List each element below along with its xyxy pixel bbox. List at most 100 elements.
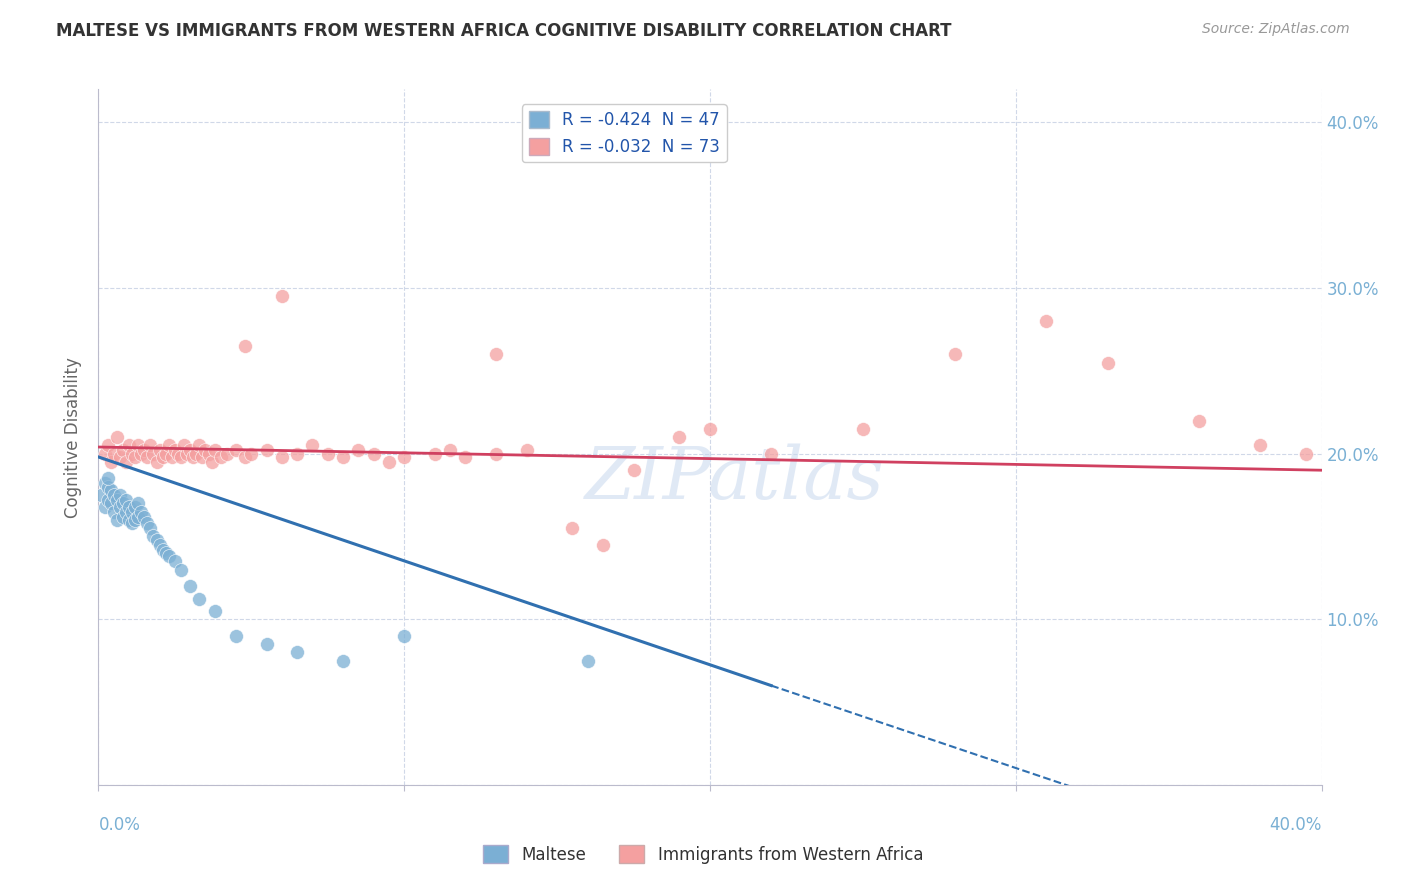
Point (233, 339, 256, 353)
Point (592, 538, 614, 552)
Point (108, 488, 131, 502)
Point (623, 463, 645, 477)
Point (149, 443, 172, 458)
Point (163, 443, 186, 458)
Point (332, 654, 354, 668)
Point (170, 563, 193, 577)
Point (188, 438, 211, 452)
Point (209, 450, 232, 464)
Point (97, 480, 120, 494)
Point (103, 488, 125, 502)
Text: ZIPatlas: ZIPatlas (585, 443, 884, 514)
Point (699, 422, 721, 436)
Point (188, 592, 211, 607)
Point (129, 505, 152, 519)
Point (561, 521, 583, 535)
Point (115, 455, 138, 469)
Point (176, 447, 198, 461)
Point (181, 450, 204, 464)
Point (167, 447, 190, 461)
Point (136, 450, 159, 464)
Point (270, 289, 292, 303)
Point (668, 430, 690, 444)
Point (347, 443, 370, 458)
Point (124, 450, 146, 464)
Point (163, 554, 186, 568)
Point (197, 447, 219, 461)
Point (256, 637, 278, 651)
Point (121, 447, 143, 461)
Point (139, 438, 162, 452)
Point (118, 500, 141, 514)
Text: MALTESE VS IMMIGRANTS FROM WESTERN AFRICA COGNITIVE DISABILITY CORRELATION CHART: MALTESE VS IMMIGRANTS FROM WESTERN AFRIC… (56, 22, 952, 40)
Point (392, 629, 416, 643)
Legend: R = -0.424  N = 47, R = -0.032  N = 73: R = -0.424 N = 47, R = -0.032 N = 73 (522, 104, 727, 162)
Point (155, 546, 177, 560)
Point (759, 447, 782, 461)
Point (160, 450, 183, 464)
Point (121, 505, 143, 519)
Y-axis label: Cognitive Disability: Cognitive Disability (65, 357, 83, 517)
Point (105, 493, 128, 508)
Point (105, 513, 128, 527)
Point (285, 645, 308, 659)
Text: 0.0%: 0.0% (98, 816, 141, 834)
Point (225, 443, 247, 458)
Point (1295, 447, 1317, 461)
Point (100, 455, 122, 469)
Point (852, 422, 875, 436)
Point (439, 443, 461, 458)
Point (149, 538, 172, 552)
Point (1249, 438, 1271, 452)
Point (200, 455, 222, 469)
Point (139, 521, 162, 535)
Point (97, 471, 120, 485)
Point (270, 450, 292, 464)
Point (332, 450, 354, 464)
Legend: Maltese, Immigrants from Western Africa: Maltese, Immigrants from Western Africa (477, 838, 929, 871)
Point (152, 542, 174, 557)
Point (134, 443, 156, 458)
Point (103, 447, 125, 461)
Point (97, 493, 120, 508)
Point (1097, 355, 1119, 369)
Point (127, 438, 149, 452)
Text: 40.0%: 40.0% (1270, 816, 1322, 834)
Point (423, 447, 446, 461)
Point (90, 488, 112, 502)
Point (124, 513, 146, 527)
Point (1188, 413, 1211, 427)
Point (115, 493, 138, 508)
Point (233, 450, 256, 464)
Point (127, 496, 149, 510)
Point (134, 509, 156, 524)
Point (111, 509, 134, 524)
Point (576, 654, 599, 668)
Point (108, 450, 131, 464)
Point (516, 443, 538, 458)
Point (204, 443, 226, 458)
Point (179, 443, 201, 458)
Point (225, 629, 247, 643)
Point (118, 438, 141, 452)
Point (124, 500, 146, 514)
Point (485, 347, 508, 361)
Point (194, 443, 217, 458)
Point (204, 604, 226, 618)
Point (103, 505, 125, 519)
Point (121, 516, 143, 531)
Point (127, 509, 149, 524)
Point (363, 447, 385, 461)
Point (97, 438, 120, 452)
Point (145, 455, 167, 469)
Point (100, 496, 122, 510)
Point (392, 450, 416, 464)
Point (155, 447, 177, 461)
Point (105, 430, 128, 444)
Point (285, 447, 308, 461)
Point (301, 438, 323, 452)
Point (93, 447, 115, 461)
Point (215, 447, 238, 461)
Point (173, 438, 195, 452)
Point (485, 447, 508, 461)
